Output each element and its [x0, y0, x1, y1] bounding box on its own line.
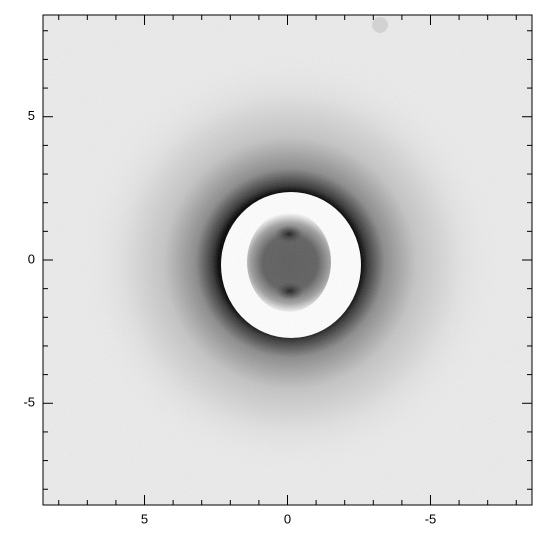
noise	[43, 15, 532, 505]
x-tick-label: 0	[284, 511, 291, 526]
y-tick-label: 5	[28, 108, 35, 123]
image	[43, 15, 532, 505]
x-tick-label: -5	[425, 511, 437, 526]
y-tick-label: 0	[28, 251, 35, 266]
x-tick-label: 5	[141, 511, 148, 526]
y-tick-label: -5	[23, 395, 35, 410]
